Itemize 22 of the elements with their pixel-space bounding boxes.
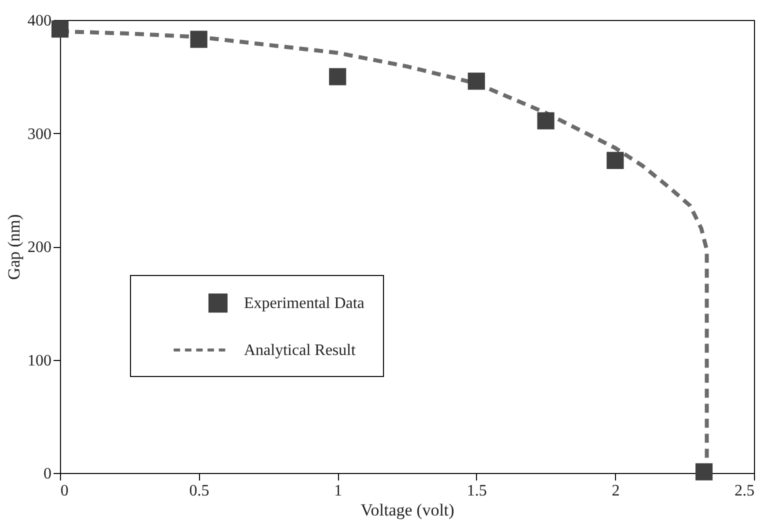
point	[329, 68, 346, 86]
y-tick-label: 200	[28, 239, 52, 256]
legend-label: Experimental Data	[244, 295, 364, 312]
legend-label: Analytical Result	[244, 342, 356, 359]
point	[51, 20, 69, 38]
x-axis-title: Voltage (volt)	[360, 500, 454, 520]
x-tick-label: 1	[334, 482, 342, 500]
y-tick-label: 100	[28, 352, 52, 370]
x-tick-label: 2	[612, 482, 620, 500]
x-tick-label: 2.5	[734, 482, 754, 500]
y-tick-label: 0	[44, 466, 52, 482]
point	[537, 112, 554, 130]
point	[468, 72, 485, 90]
point	[606, 152, 624, 169]
x-tick-label: 0	[60, 482, 68, 500]
y-axis-title: Gap (nm)	[4, 214, 24, 280]
y-tick-label: 400	[28, 12, 52, 30]
point	[695, 463, 713, 480]
point	[190, 30, 208, 48]
y-tick-label: 300	[28, 126, 52, 143]
x-tick-label: 0.5	[189, 482, 210, 500]
x-tick-label: 1.5	[466, 482, 487, 500]
